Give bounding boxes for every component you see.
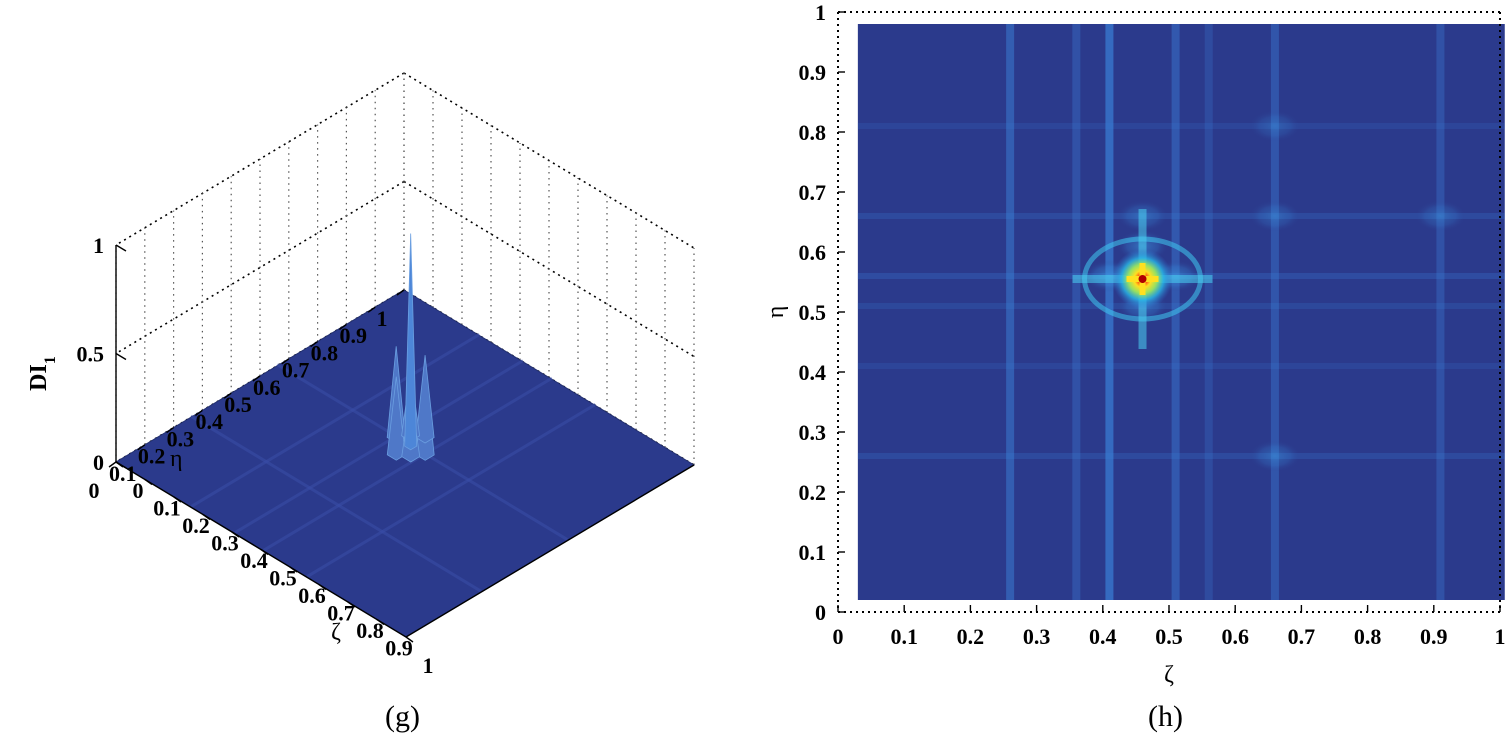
vertical-streak — [1436, 24, 1444, 600]
caption-g: (g) — [385, 700, 420, 734]
y-tick-label: 0.4 — [799, 360, 827, 385]
zeta-axis-label: ζ — [331, 620, 341, 646]
heatmap-panel: 0 0.1 0.2 0.3 0.4 0.5 0.6 0.7 0.8 0.9 1 0 0.1 0.2 0.3 0… — [760, 0, 1505, 750]
x-tick-label: 1 — [1495, 624, 1505, 649]
z-tick-label: 0 — [93, 450, 104, 475]
surface-chart: 00.51DI100.10.20.30.40.50.60.70.80.9100.… — [0, 0, 760, 750]
x-tick-label: 0 — [833, 624, 844, 649]
y-tick-label: 0.5 — [799, 300, 827, 325]
z-axis-label-subscript: 1 — [42, 356, 59, 364]
hot-spot — [1414, 200, 1466, 232]
eta-tick-label: 0.7 — [282, 358, 310, 383]
y-tick-label: 0.8 — [799, 120, 827, 145]
x-tick-label: 0.4 — [1089, 624, 1117, 649]
x-tick-label: 0.7 — [1288, 624, 1316, 649]
heatmap-chart: 0 0.1 0.2 0.3 0.4 0.5 0.6 0.7 0.8 0.9 1 0 0.1 0.2 0.3 0… — [760, 0, 1505, 750]
vertical-streak — [1072, 24, 1080, 600]
y-tick-label: 1 — [815, 0, 826, 25]
hot-spot — [1249, 200, 1301, 232]
zeta-tick-label: 0 — [133, 478, 144, 503]
eta-tick-label: 0.8 — [311, 340, 339, 365]
eta-axis-label: η — [170, 446, 183, 472]
peak-center — [1139, 275, 1147, 283]
x-tick-label: 0.8 — [1354, 624, 1382, 649]
caption-h: (h) — [1148, 700, 1183, 734]
eta-tick-label: 1 — [377, 306, 388, 331]
z-tick-label: 1 — [93, 233, 104, 258]
vertical-streak — [1205, 24, 1213, 600]
y-tick-label: 0.1 — [799, 540, 827, 565]
horizontal-streak — [858, 453, 1505, 459]
horizontal-streak — [858, 123, 1505, 129]
horizontal-streak — [858, 363, 1505, 369]
x-tick-label: 0.6 — [1221, 624, 1249, 649]
z-tick-mark — [116, 354, 126, 360]
y-axis-label: η — [763, 306, 789, 319]
y-tick-label: 0.7 — [799, 180, 827, 205]
vertical-streak — [1006, 24, 1014, 600]
z-tick-label: 0.5 — [77, 342, 105, 367]
zeta-tick-label: 1 — [423, 653, 434, 678]
horizontal-streak — [858, 213, 1505, 219]
x-tick-label: 0.3 — [1023, 624, 1051, 649]
eta-tick-label: 0.2 — [138, 444, 166, 469]
x-axis-label: ζ — [1164, 662, 1174, 688]
eta-tick-label: 0.9 — [339, 323, 367, 348]
eta-tick-label: 0 — [89, 478, 100, 503]
z-axis-label: DI1 — [26, 356, 59, 391]
x-tick-label: 0.9 — [1420, 624, 1448, 649]
x-tick-label: 0.2 — [957, 624, 985, 649]
eta-tick-label: 0.5 — [224, 392, 252, 417]
x-tick-label: 0.5 — [1155, 624, 1183, 649]
y-tick-label: 0 — [815, 600, 826, 625]
hot-spot — [1249, 110, 1301, 142]
y-tick-label: 0.3 — [799, 420, 827, 445]
y-tick-label: 0.2 — [799, 480, 827, 505]
y-tick-label: 0.9 — [799, 60, 827, 85]
hot-spot — [1249, 440, 1301, 472]
heatmap-background — [858, 24, 1505, 600]
eta-tick-label: 0.4 — [195, 409, 223, 434]
eta-tick-label: 0.6 — [253, 375, 281, 400]
z-tick-mark — [116, 245, 126, 251]
surface-plane — [116, 290, 694, 637]
x-tick-label: 0.1 — [890, 624, 918, 649]
y-tick-label: 0.6 — [799, 240, 827, 265]
